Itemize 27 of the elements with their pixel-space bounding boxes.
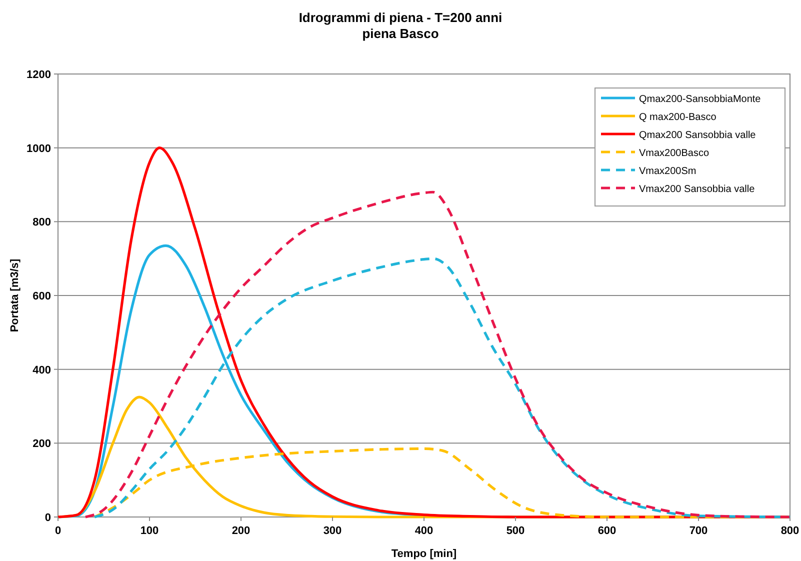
x-tick-label: 600 <box>598 525 616 537</box>
y-axis-title: Portata [m3/s] <box>9 258 21 332</box>
x-tick-label: 700 <box>689 525 708 537</box>
x-tick-label: 300 <box>323 525 342 537</box>
x-tick-label: 400 <box>414 525 434 537</box>
legend-label: Q max200-Basco <box>639 112 717 123</box>
y-tick-label: 1200 <box>26 69 51 81</box>
legend-label: Vmax200Basco <box>639 148 710 159</box>
legend-label: Vmax200Sm <box>639 166 696 177</box>
y-tick-label: 600 <box>32 290 51 302</box>
y-tick-label: 400 <box>32 364 51 376</box>
x-tick-label: 500 <box>506 525 525 537</box>
x-axis-title: Tempo [min] <box>391 548 457 560</box>
legend-label: Qmax200-SansobbiaMonte <box>639 94 762 105</box>
legend-label: Vmax200 Sansobbia valle <box>639 184 756 195</box>
x-tick-label: 200 <box>232 525 250 537</box>
line-series <box>84 190 792 518</box>
y-tick-label: 200 <box>32 438 51 450</box>
chart-title: Idrogrammi di piena - T=200 anni <box>298 10 502 25</box>
legend-label: Qmax200 Sansobbia valle <box>639 130 756 141</box>
y-tick-label: 1000 <box>26 142 51 155</box>
chart-subtitle: piena Basco <box>362 26 439 41</box>
x-tick-label: 800 <box>780 525 800 537</box>
y-tick-label: 0 <box>44 512 51 524</box>
x-tick-label: 100 <box>140 525 159 537</box>
x-tick-label: 0 <box>54 525 62 537</box>
y-tick-label: 800 <box>32 216 51 229</box>
